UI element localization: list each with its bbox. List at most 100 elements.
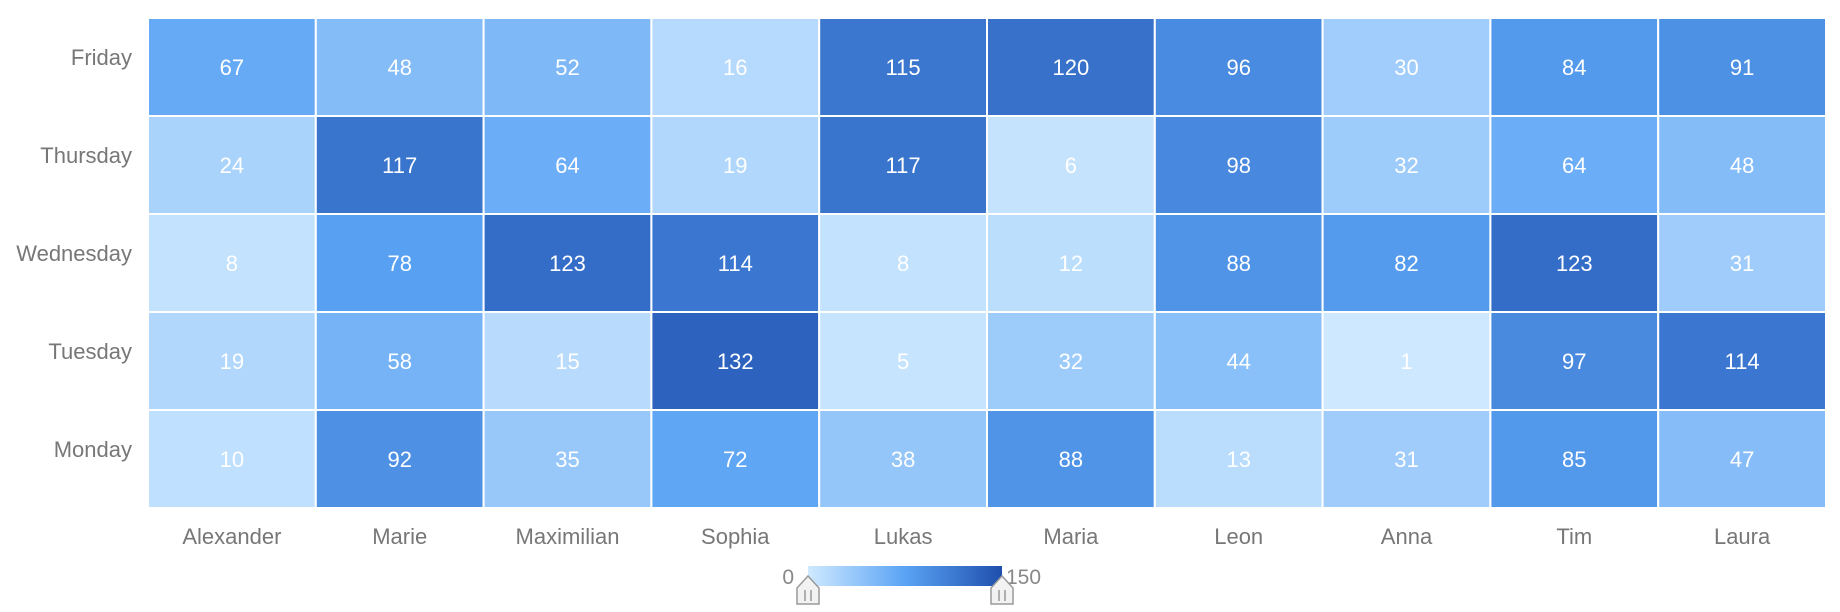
heatmap-cell[interactable] xyxy=(1657,311,1827,411)
heatmap-cell-label: 8 xyxy=(226,251,238,276)
heatmap-cell-label: 47 xyxy=(1730,447,1754,472)
heatmap-cell-label: 98 xyxy=(1226,153,1250,178)
heatmap-cell-label: 35 xyxy=(555,447,579,472)
heatmap-cell-label: 32 xyxy=(1059,349,1083,374)
heatmap-cell-label: 19 xyxy=(220,349,244,374)
legend-max-handle[interactable] xyxy=(990,574,1014,605)
heatmap-cell-label: 64 xyxy=(1562,153,1586,178)
heatmap-cell-label: 123 xyxy=(549,251,586,276)
heatmap-cell[interactable] xyxy=(1153,311,1324,411)
heatmap-cell[interactable] xyxy=(314,17,485,117)
heatmap-cell-label: 85 xyxy=(1562,447,1586,472)
heatmap-cell[interactable] xyxy=(986,311,1156,411)
heatmap-cell[interactable] xyxy=(1153,409,1324,509)
legend-min-label: 0 xyxy=(782,566,794,589)
heatmap-cell[interactable] xyxy=(147,17,317,117)
x-axis-tick-label: Tim xyxy=(1556,524,1592,549)
heatmap-cell-label: 5 xyxy=(897,349,909,374)
heatmap-cell-label: 38 xyxy=(891,447,915,472)
heatmap-cell[interactable] xyxy=(1489,213,1660,313)
heatmap-cell[interactable] xyxy=(1489,311,1660,411)
heatmap-cell[interactable] xyxy=(147,311,317,411)
x-axis-tick-label: Lukas xyxy=(874,524,933,549)
heatmap-cell[interactable] xyxy=(1321,115,1492,215)
color-legend: 0 150 xyxy=(782,566,1041,605)
x-axis: Alexander Marie Maximilian Sophia Lukas Maria… xyxy=(182,524,1771,549)
heatmap-cell[interactable] xyxy=(1321,213,1492,313)
heatmap-cell-label: 32 xyxy=(1394,153,1418,178)
heatmap-cell-label: 114 xyxy=(718,251,753,276)
heatmap-cell[interactable] xyxy=(314,213,485,313)
heatmap-cells xyxy=(147,17,1827,509)
heatmap-cell[interactable] xyxy=(1489,115,1660,215)
heatmap-cell[interactable] xyxy=(1657,213,1827,313)
x-axis-tick-label: Anna xyxy=(1381,524,1433,549)
heatmap-cell[interactable] xyxy=(1657,17,1827,117)
heatmap-cell-label: 115 xyxy=(886,55,921,80)
y-axis-tick-label: Wednesday xyxy=(16,241,132,266)
heatmap-cell-label: 30 xyxy=(1394,55,1418,80)
y-axis-tick-label: Friday xyxy=(71,45,132,70)
legend-min-handle[interactable] xyxy=(796,574,820,605)
heatmap-cell-label: 48 xyxy=(1730,153,1754,178)
heatmap-cell-label: 132 xyxy=(717,349,754,374)
heatmap-cell[interactable] xyxy=(818,409,989,509)
heatmap-cell-label: 84 xyxy=(1562,55,1586,80)
heatmap-cell-label: 6 xyxy=(1065,153,1077,178)
heatmap-cell-label: 24 xyxy=(220,153,244,178)
x-axis-tick-label: Alexander xyxy=(182,524,281,549)
heatmap-cell[interactable] xyxy=(986,17,1156,117)
heatmap-cell[interactable] xyxy=(482,409,653,509)
heatmap-cell[interactable] xyxy=(1489,409,1660,509)
heatmap-cell-label: 44 xyxy=(1226,349,1250,374)
heatmap-cell-label: 52 xyxy=(555,55,579,80)
heatmap-cell[interactable] xyxy=(314,409,485,509)
heatmap-cell[interactable] xyxy=(1321,17,1492,117)
heatmap-cell-label: 117 xyxy=(382,153,417,178)
heatmap-cell-label: 78 xyxy=(387,251,411,276)
heatmap-cell-label: 16 xyxy=(723,55,747,80)
heatmap-cell-label: 31 xyxy=(1730,251,1754,276)
x-axis-tick-label: Maximilian xyxy=(516,524,620,549)
heatmap-cell[interactable] xyxy=(147,213,317,313)
heatmap-cell-label: 123 xyxy=(1556,251,1593,276)
heatmap-cell[interactable] xyxy=(482,17,653,117)
y-axis-tick-label: Monday xyxy=(54,437,132,462)
heatmap-cell-label: 64 xyxy=(555,153,579,178)
y-axis: Friday Thursday Wednesday Tuesday Monday xyxy=(16,45,132,462)
heatmap-cell-label: 88 xyxy=(1226,251,1250,276)
heatmap-cell[interactable] xyxy=(650,115,821,215)
heatmap-cell-label: 67 xyxy=(220,55,244,80)
heatmap-cell-label: 82 xyxy=(1394,251,1418,276)
heatmap-cell-label: 72 xyxy=(723,447,747,472)
heatmap-cell-labels: 67 48 52 16 115 120 96 30 84 91 24 117 64 19 117 6 98 32 6… xyxy=(220,55,1760,472)
heatmap-cell-label: 117 xyxy=(886,153,921,178)
heatmap-cell-label: 48 xyxy=(387,55,411,80)
heatmap-cell[interactable] xyxy=(818,213,989,313)
heatmap-cell[interactable] xyxy=(1321,409,1492,509)
heatmap-cell-label: 15 xyxy=(555,349,579,374)
heatmap-cell[interactable] xyxy=(1657,115,1827,215)
heatmap-cell[interactable] xyxy=(986,115,1156,215)
heatmap-cell-label: 88 xyxy=(1059,447,1083,472)
heatmap-cell-label: 31 xyxy=(1394,447,1418,472)
heatmap-cell[interactable] xyxy=(314,115,485,215)
heatmap-cell-label: 120 xyxy=(1053,55,1090,80)
heatmap-cell[interactable] xyxy=(986,409,1156,509)
heatmap-cell-label: 13 xyxy=(1226,447,1250,472)
heatmap-cell-label: 96 xyxy=(1226,55,1250,80)
heatmap-cell-label: 92 xyxy=(387,447,411,472)
heatmap-cell-label: 8 xyxy=(897,251,909,276)
x-axis-tick-label: Marie xyxy=(372,524,427,549)
heatmap-cell[interactable] xyxy=(482,213,653,313)
heatmap-cell[interactable] xyxy=(147,409,317,509)
heatmap-cell[interactable] xyxy=(1153,213,1324,313)
heatmap-cell-label: 91 xyxy=(1730,55,1754,80)
y-axis-tick-label: Thursday xyxy=(40,143,132,168)
heatmap-cell-label: 58 xyxy=(387,349,411,374)
heatmap-cell[interactable] xyxy=(1153,115,1324,215)
heatmap-cell-label: 97 xyxy=(1562,349,1586,374)
heatmap-cell[interactable] xyxy=(1657,409,1827,509)
color-legend-bar xyxy=(808,566,1002,586)
